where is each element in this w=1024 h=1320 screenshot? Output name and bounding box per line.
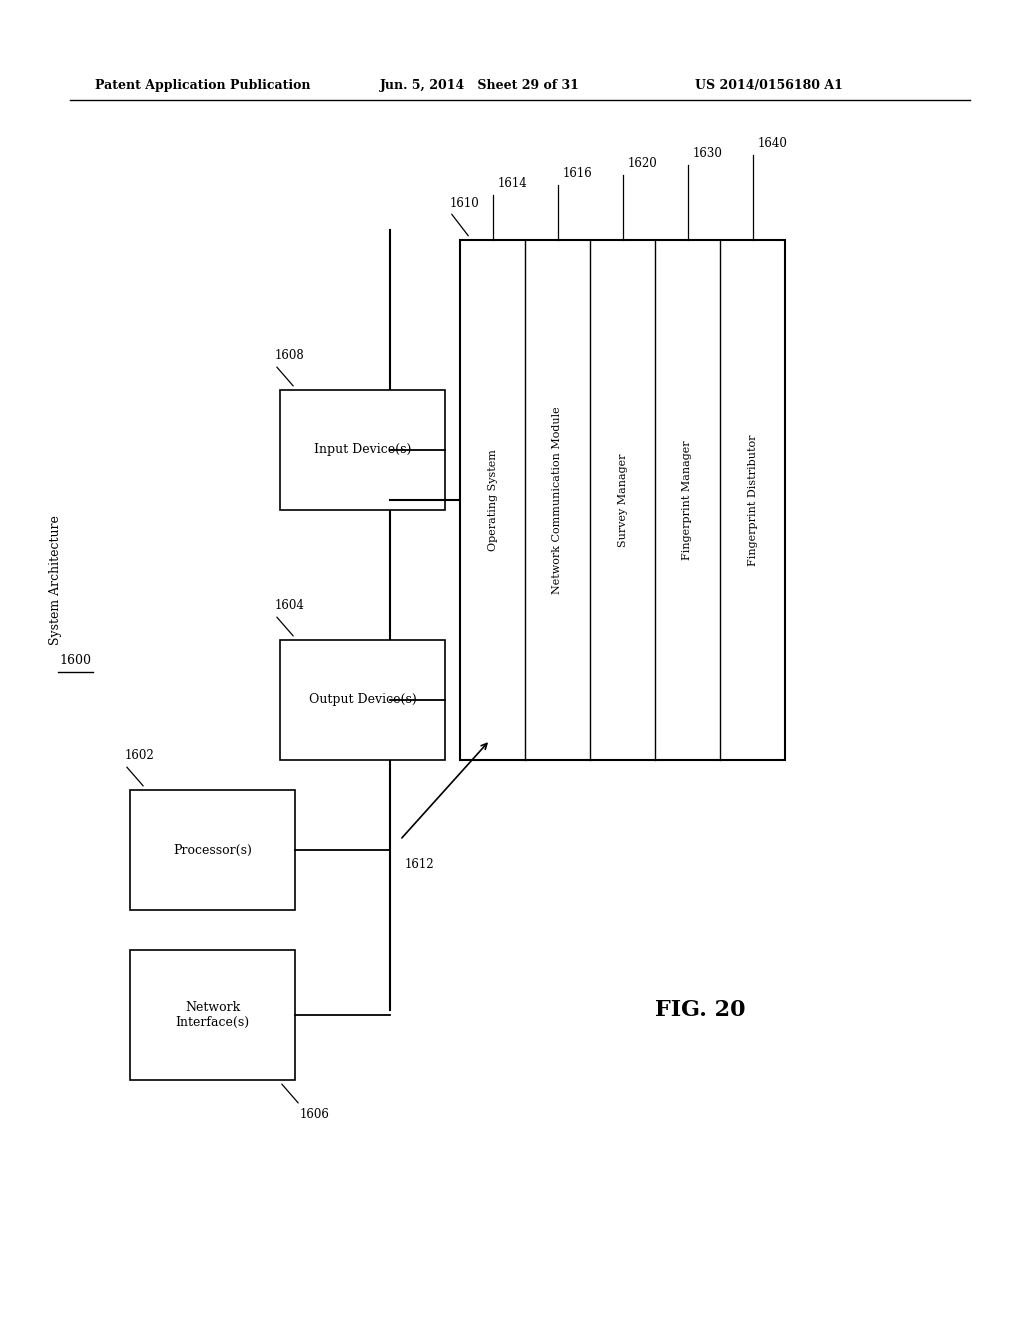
Text: 1620: 1620 [628,157,657,170]
Text: FIG. 20: FIG. 20 [654,999,745,1020]
Text: Output Device(s): Output Device(s) [308,693,417,706]
Bar [130,789,295,909]
Text: Patent Application Publication: Patent Application Publication [95,78,310,91]
Text: Network
Interface(s): Network Interface(s) [175,1001,250,1030]
Text: 1610: 1610 [450,197,480,210]
Text: US 2014/0156180 A1: US 2014/0156180 A1 [695,78,843,91]
Text: Fingerprint Distributor: Fingerprint Distributor [748,434,758,566]
Text: 1640: 1640 [758,137,787,150]
Text: 1612: 1612 [406,858,434,871]
Text: 1606: 1606 [300,1107,330,1121]
Text: Fingerprint Manager: Fingerprint Manager [683,440,692,560]
Bar [460,240,785,760]
Text: Network Communication Module: Network Communication Module [553,407,562,594]
Text: Jun. 5, 2014   Sheet 29 of 31: Jun. 5, 2014 Sheet 29 of 31 [380,78,580,91]
Text: Survey Manager: Survey Manager [617,453,628,546]
Text: 1602: 1602 [125,748,155,762]
Text: 1614: 1614 [498,177,527,190]
Bar [280,640,445,760]
Text: 1604: 1604 [275,599,305,612]
Bar [130,950,295,1080]
Text: Processor(s): Processor(s) [173,843,252,857]
Text: Input Device(s): Input Device(s) [313,444,412,457]
Text: 1600: 1600 [59,653,91,667]
Text: System Architecture: System Architecture [48,515,61,645]
Text: 1630: 1630 [692,147,722,160]
Text: 1608: 1608 [275,348,305,362]
Bar [280,389,445,510]
Text: 1616: 1616 [562,168,592,180]
Text: Operating System: Operating System [487,449,498,550]
